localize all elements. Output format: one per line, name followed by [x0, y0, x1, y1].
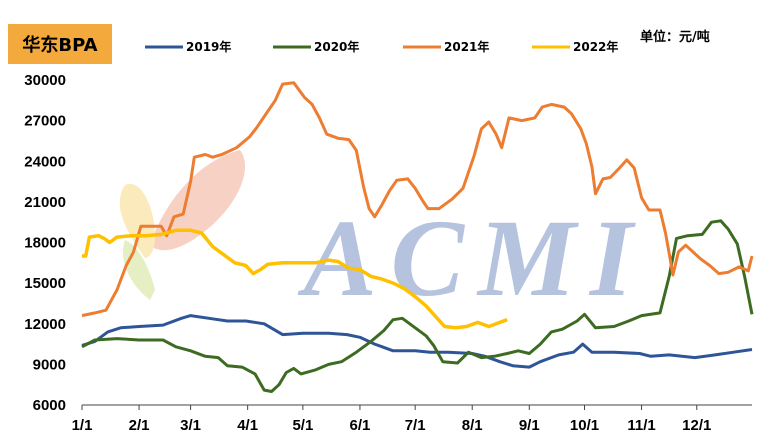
y-tick-label: 21000	[24, 194, 66, 211]
y-tick-label: 15000	[24, 275, 66, 292]
legend-label-2019: 2019年	[186, 39, 231, 54]
series-lines	[81, 81, 754, 393]
x-tick-label: 8/1	[462, 417, 483, 434]
watermark-text: ACMI	[297, 197, 646, 319]
series-line-2022	[82, 228, 508, 330]
x-tick-label: 2/1	[129, 417, 150, 434]
y-tick-label: 12000	[24, 316, 66, 333]
unit-label: 单位：元/吨	[640, 29, 710, 45]
y-tick-label: 24000	[24, 153, 66, 170]
y-tick-label: 27000	[24, 113, 66, 130]
legend: 2019年 2020年 2021年 2022年	[145, 39, 618, 54]
y-tick-label: 9000	[33, 356, 66, 373]
series-line-2020	[81, 219, 754, 393]
y-tick-label: 18000	[24, 235, 66, 252]
x-tick-label: 7/1	[405, 417, 426, 434]
legend-label-2020: 2020年	[314, 39, 359, 54]
y-tick-label: 30000	[24, 72, 66, 89]
chart-title: 华东BPA	[22, 34, 97, 56]
x-tick-label: 9/1	[519, 417, 540, 434]
watermark-logo	[119, 150, 246, 300]
y-axis-ticks: 30000 27000 24000 21000 18000 15000 12000 9000 6…	[24, 72, 66, 414]
x-tick-label: 3/1	[180, 417, 201, 434]
x-axis-ticks: 1/1 2/1 3/1 4/1 5/1 6/1 7/1 8/1 9/1 10/1 11/1 12/1	[72, 405, 711, 434]
series-line-2021	[81, 81, 754, 318]
x-tick-label: 10/1	[570, 417, 599, 434]
x-tick-label: 11/1	[627, 417, 655, 434]
y-tick-label: 6000	[33, 397, 66, 414]
legend-label-2022: 2022年	[573, 39, 618, 54]
logo-petal-yellow	[119, 183, 155, 258]
x-tick-label: 6/1	[350, 417, 371, 434]
x-tick-label: 5/1	[292, 417, 313, 434]
legend-label-2021: 2021年	[444, 39, 489, 54]
logo-petal-red	[150, 150, 246, 251]
x-tick-label: 4/1	[237, 417, 258, 434]
x-tick-label: 1/1	[72, 417, 93, 434]
series-line-2019	[81, 314, 753, 369]
title-badge	[8, 24, 112, 64]
x-tick-label: 12/1	[682, 417, 711, 434]
